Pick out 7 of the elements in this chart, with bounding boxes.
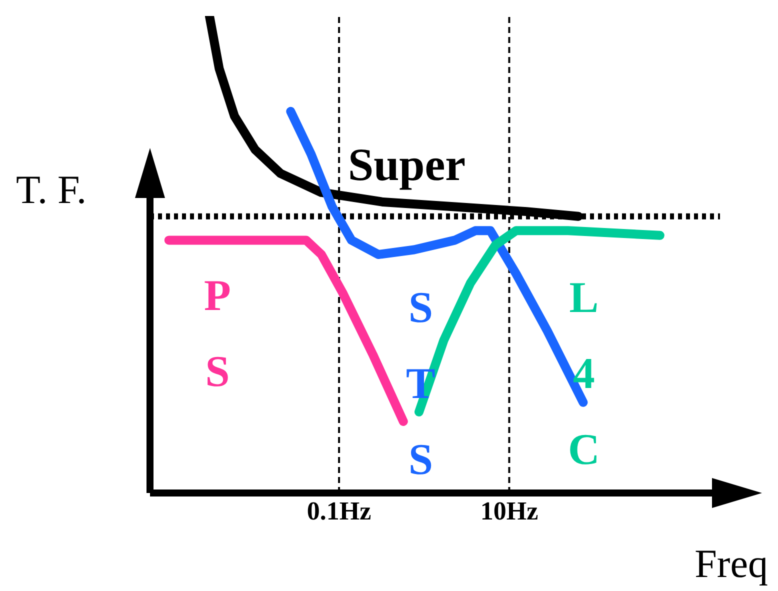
series-label: Super — [348, 138, 466, 191]
x-axis-title: Freq — [694, 540, 768, 587]
series-label: L4C — [568, 272, 600, 476]
x-tick-label: 10Hz — [480, 496, 538, 526]
series-label: PS — [204, 270, 231, 398]
x-tick-label: 0.1Hz — [306, 496, 372, 526]
y-axis-title: T. F. — [16, 166, 87, 213]
